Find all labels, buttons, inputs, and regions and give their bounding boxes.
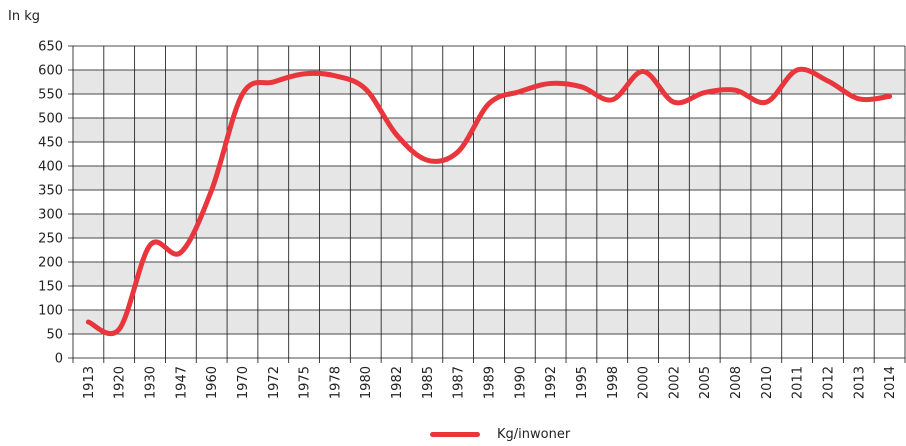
x-tick-label: 1970 [236, 366, 251, 399]
band [73, 142, 905, 166]
x-tick-label: 1913 [82, 366, 97, 399]
band [73, 118, 905, 142]
y-tick-label: 400 [38, 160, 63, 175]
x-tick-label: 1947 [174, 366, 189, 399]
y-tick-label: 100 [38, 304, 63, 319]
x-tick-label: 2002 [667, 366, 682, 399]
x-tick-label: 1995 [575, 366, 590, 399]
x-tick-label: 1930 [144, 366, 159, 399]
band [73, 166, 905, 190]
y-tick-label: 600 [38, 64, 63, 79]
y-axis-title: In kg [8, 9, 40, 24]
y-tick-label: 200 [38, 256, 63, 271]
x-tick-label: 1998 [606, 366, 621, 399]
x-tick-label: 1992 [544, 366, 559, 399]
x-tick-label: 2014 [883, 366, 898, 399]
band [73, 190, 905, 214]
y-tick-label: 550 [38, 88, 63, 103]
series-line [85, 66, 893, 337]
y-tick-label: 450 [38, 136, 63, 151]
y-tick-label: 500 [38, 112, 63, 127]
x-tick-label: 2013 [852, 366, 867, 399]
band [73, 334, 905, 358]
x-tick-label: 1980 [359, 366, 374, 399]
x-tick-label: 1920 [113, 366, 128, 399]
x-tick-label: 2008 [729, 366, 744, 399]
legend-label: Kg/inwoner [497, 426, 571, 442]
band [73, 214, 905, 238]
x-tick-label: 2000 [637, 366, 652, 399]
band [73, 310, 905, 334]
y-tick-label: 300 [38, 208, 63, 223]
y-tick-label: 0 [55, 352, 63, 367]
y-axis-ticks: 0 50 100 150 200 250 300 350 400 450 500 550 600 650 [38, 40, 63, 367]
background-bands [73, 46, 905, 358]
x-tick-label: 1960 [205, 366, 220, 399]
grid-lines [68, 45, 906, 363]
x-tick-label: 2010 [760, 366, 775, 399]
x-tick-label: 1978 [328, 366, 343, 399]
y-tick-label: 350 [38, 184, 63, 199]
band [73, 286, 905, 310]
x-tick-label: 2005 [698, 366, 713, 399]
legend-swatch [430, 431, 480, 437]
x-tick-label: 1987 [452, 366, 467, 399]
x-tick-label: 1975 [298, 366, 313, 399]
band [73, 70, 905, 94]
x-axis-ticks: 1913 1920 1930 1947 1960 1970 1972 1975 1978 1980… [82, 366, 898, 399]
x-tick-label: 1989 [483, 366, 498, 399]
y-tick-label: 250 [38, 232, 63, 247]
x-tick-label: 1990 [513, 366, 528, 399]
y-tick-label: 150 [38, 280, 63, 295]
band [73, 46, 905, 70]
x-tick-label: 2011 [791, 366, 806, 399]
y-tick-label: 50 [46, 328, 63, 343]
series-layer [85, 66, 893, 337]
x-tick-label: 1972 [267, 366, 282, 399]
legend: Kg/inwoner [430, 424, 570, 444]
x-tick-label: 2012 [821, 366, 836, 399]
band [73, 238, 905, 262]
band [73, 262, 905, 286]
y-tick-label: 650 [38, 40, 63, 55]
x-tick-label: 1982 [390, 366, 405, 399]
x-tick-label: 1985 [421, 366, 436, 399]
